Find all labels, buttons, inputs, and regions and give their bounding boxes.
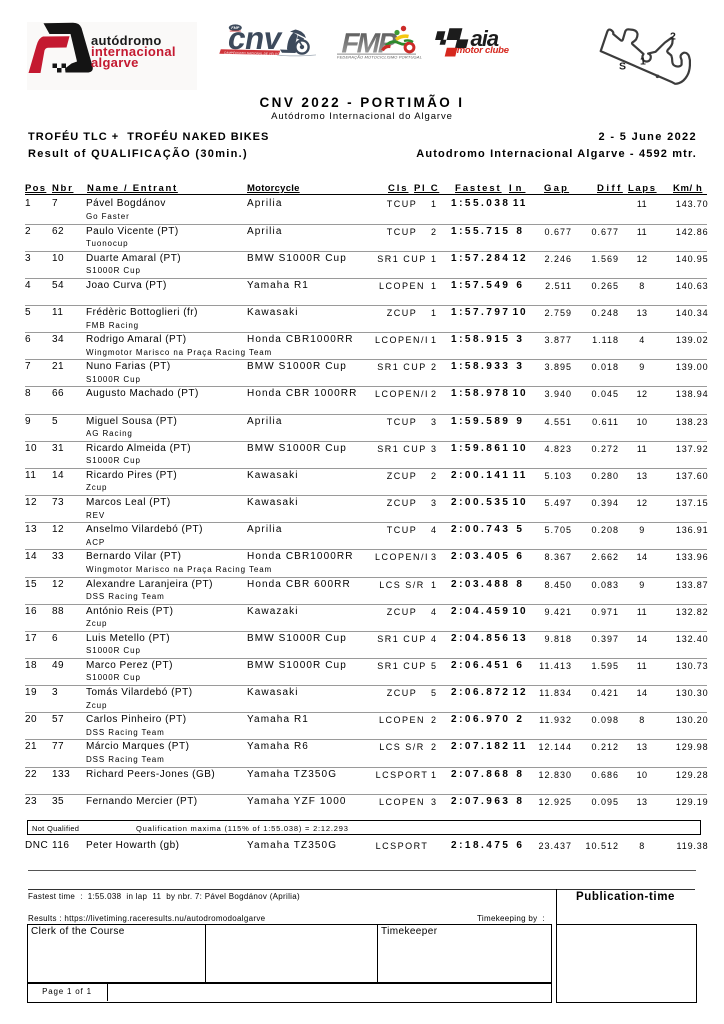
svg-text:FMP: FMP — [231, 26, 239, 30]
svg-text:motor clube: motor clube — [457, 45, 510, 56]
svg-text:CAMPEONATO NACIONAL DE VELOCID: CAMPEONATO NACIONAL DE VELOCIDADE — [224, 51, 289, 56]
svg-text:1: 1 — [640, 56, 646, 68]
svg-text:S: S — [619, 60, 626, 72]
svg-text:FEDERAÇÃO MOTOCICLISMO PORTUGA: FEDERAÇÃO MOTOCICLISMO PORTUGAL — [337, 55, 422, 60]
svg-text:2: 2 — [670, 30, 676, 42]
svg-text:aia: aia — [471, 26, 499, 51]
